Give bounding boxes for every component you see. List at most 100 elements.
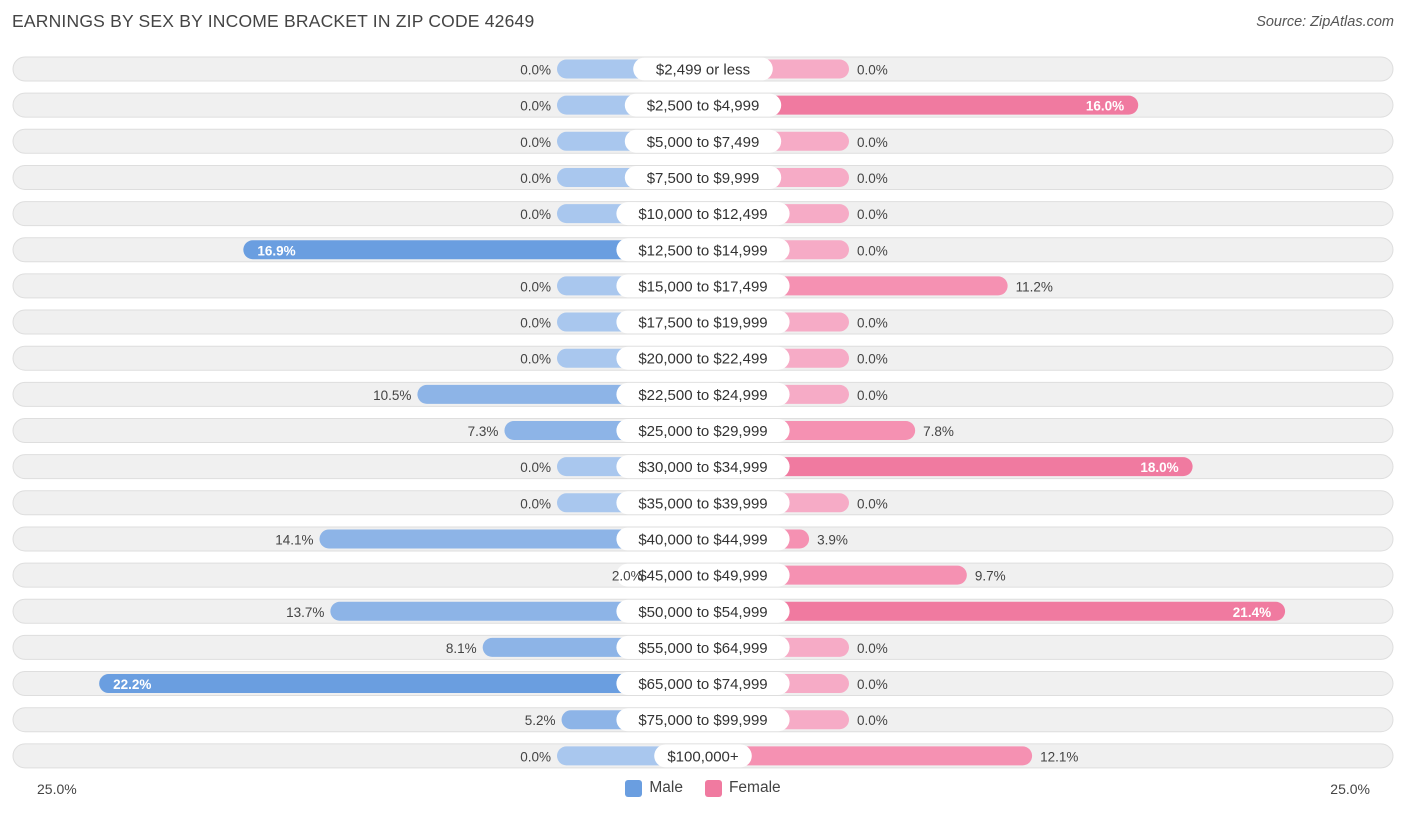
value-label-male: 0.0%: [520, 749, 551, 764]
legend-label-female: Female: [728, 779, 781, 796]
category-pill: [624, 129, 782, 153]
category-label: $50,000 to $54,999: [638, 604, 767, 621]
value-label-female: 0.0%: [857, 316, 888, 331]
category-pill: [616, 635, 790, 659]
bar-female[interactable]: [703, 601, 1286, 621]
row-0: $2,499 or less 0.0% 0.0%: [12, 56, 1394, 82]
category-label: $30,000 to $34,999: [638, 459, 767, 476]
value-label-male: 0.0%: [520, 99, 551, 114]
row-12: $35,000 to $39,999 0.0% 0.0%: [12, 490, 1394, 516]
row-17: $65,000 to $74,999 22.2% 0.0%: [12, 671, 1394, 697]
value-label-female: 18.0%: [1140, 460, 1178, 475]
bar-female[interactable]: [703, 95, 1139, 115]
bar-female[interactable]: [703, 457, 1193, 477]
value-label-male: 0.0%: [520, 63, 551, 78]
category-label: $20,000 to $22,499: [638, 351, 767, 368]
category-label: $2,499 or less: [656, 62, 750, 79]
value-label-male: 5.2%: [525, 713, 556, 728]
category-pill: [616, 419, 790, 442]
value-label-female: 0.0%: [857, 713, 888, 728]
value-label-female: 0.0%: [857, 135, 888, 150]
legend-swatch-female: [704, 779, 722, 797]
value-label-male: 0.0%: [520, 352, 551, 367]
chart-title: EARNINGS BY SEX BY INCOME BRACKET IN ZIP…: [12, 11, 535, 31]
category-pill: [616, 563, 790, 587]
category-pill: [624, 93, 782, 117]
row-11: $30,000 to $34,999 0.0% 18.0%: [12, 454, 1394, 480]
row-5: $12,500 to $14,999 16.9% 0.0%: [12, 237, 1394, 263]
bar-male[interactable]: [99, 674, 703, 694]
value-label-male: 0.0%: [520, 171, 551, 186]
category-pill: [616, 346, 790, 370]
value-label-female: 0.0%: [857, 641, 888, 656]
row-6: $15,000 to $17,499 0.0% 11.2%: [12, 273, 1394, 299]
value-label-female: 0.0%: [857, 171, 888, 186]
axis-right-label: 25.0%: [1330, 781, 1370, 797]
category-pill: [616, 238, 790, 262]
category-label: $45,000 to $49,999: [638, 568, 767, 585]
row-18: $75,000 to $99,999 5.2% 0.0%: [12, 707, 1394, 733]
category-label: $10,000 to $12,499: [638, 206, 767, 223]
bar-female[interactable]: [703, 746, 1033, 766]
category-pill: [616, 491, 790, 515]
value-label-male: 14.1%: [275, 532, 313, 547]
category-label: $25,000 to $29,999: [638, 423, 767, 440]
category-pill: [624, 165, 782, 189]
row-4: $10,000 to $12,499 0.0% 0.0%: [12, 201, 1394, 227]
category-label: $17,500 to $19,999: [638, 315, 767, 332]
category-pill: [654, 744, 752, 768]
value-label-female: 21.4%: [1233, 605, 1271, 620]
value-label-male: 8.1%: [446, 641, 477, 656]
row-2: $5,000 to $7,499 0.0% 0.0%: [12, 128, 1394, 154]
value-label-female: 0.0%: [857, 388, 888, 403]
row-9: $22,500 to $24,999 10.5% 0.0%: [12, 381, 1394, 407]
category-pill: [616, 310, 790, 334]
value-label-male: 0.0%: [520, 460, 551, 475]
legend: Male Female: [0, 779, 1406, 797]
category-label: $100,000+: [667, 748, 739, 765]
bar-male[interactable]: [330, 601, 703, 621]
category-pill: [616, 274, 790, 298]
value-label-female: 12.1%: [1040, 749, 1078, 764]
category-pill: [616, 672, 790, 696]
value-label-male: 16.9%: [257, 243, 295, 258]
category-pill: [616, 527, 790, 551]
legend-swatch-male: [625, 779, 643, 797]
axis-left-label: 25.0%: [37, 781, 77, 797]
row-13: $40,000 to $44,999 14.1% 3.9%: [12, 526, 1394, 552]
category-label: $15,000 to $17,499: [638, 278, 767, 295]
bar-male[interactable]: [243, 240, 703, 260]
bar-male[interactable]: [319, 529, 703, 549]
category-label: $12,500 to $14,999: [638, 242, 767, 259]
row-7: $17,500 to $19,999 0.0% 0.0%: [12, 309, 1394, 335]
category-label: $2,500 to $4,999: [647, 98, 760, 115]
category-pill: [616, 455, 790, 479]
legend-label-male: Male: [649, 779, 683, 796]
legend-item-female[interactable]: Female: [704, 779, 781, 797]
category-label: $22,500 to $24,999: [638, 387, 767, 404]
legend-item-male[interactable]: Male: [625, 779, 683, 797]
row-8: $20,000 to $22,499 0.0% 0.0%: [12, 345, 1394, 371]
value-label-male: 0.0%: [520, 135, 551, 150]
value-label-male: 0.0%: [520, 316, 551, 331]
category-label: $5,000 to $7,499: [647, 134, 760, 151]
category-pill: [633, 57, 773, 81]
row-16: $55,000 to $64,999 8.1% 0.0%: [12, 634, 1394, 660]
value-label-male: 2.0%: [612, 569, 643, 584]
category-label: $40,000 to $44,999: [638, 531, 767, 548]
source-credit: Source: ZipAtlas.com: [1256, 14, 1394, 30]
value-label-male: 0.0%: [520, 279, 551, 294]
value-label-female: 0.0%: [857, 207, 888, 222]
value-label-female: 0.0%: [857, 677, 888, 692]
row-1: $2,500 to $4,999 0.0% 16.0%: [12, 92, 1394, 118]
category-pill: [616, 382, 790, 406]
value-label-male: 0.0%: [520, 207, 551, 222]
value-label-female: 16.0%: [1086, 99, 1124, 114]
category-pill: [616, 202, 790, 226]
value-label-female: 3.9%: [817, 532, 848, 547]
value-label-female: 0.0%: [857, 243, 888, 258]
category-label: $55,000 to $64,999: [638, 640, 767, 657]
row-19: $100,000+ 0.0% 12.1%: [12, 743, 1394, 769]
